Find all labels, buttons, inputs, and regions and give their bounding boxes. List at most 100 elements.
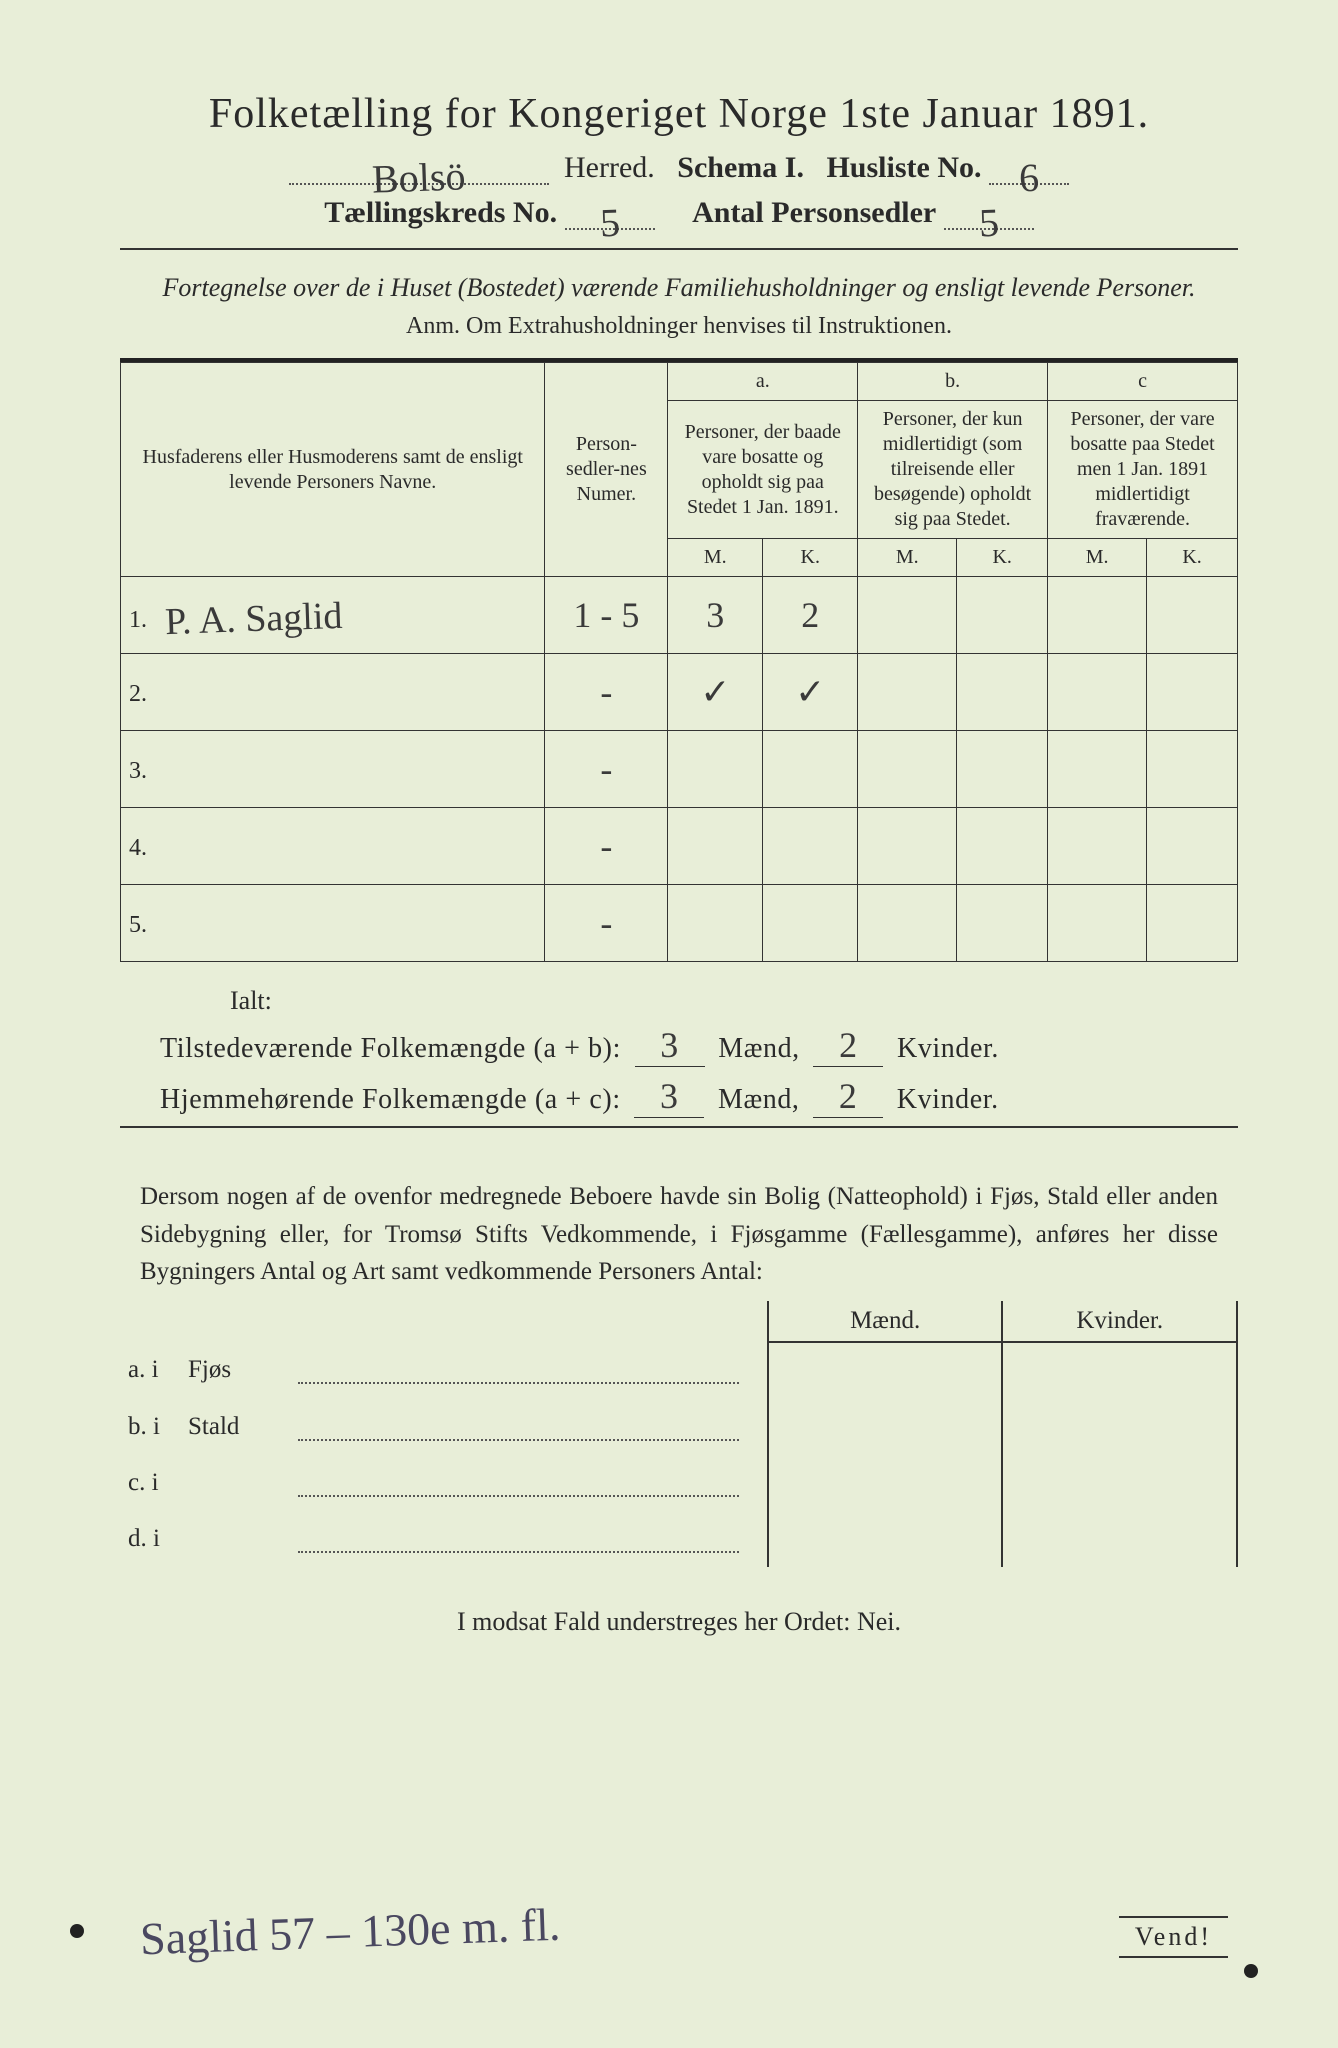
side-row-kvinder: [1002, 1399, 1237, 1455]
husliste-label: Husliste No.: [826, 151, 981, 184]
col-num-header: Person-sedler-nes Numer.: [545, 363, 668, 577]
side-row-maend: [768, 1511, 1003, 1567]
side-row-label: c. i: [120, 1455, 768, 1511]
row-b-m: [858, 577, 957, 654]
row-c-m: [1048, 808, 1147, 885]
herred-value: Bolsö: [372, 152, 467, 202]
col-b-header: Personer, der kun midlertidigt (som tilr…: [858, 401, 1048, 539]
side-building-table: Mænd. Kvinder. a. iFjøsb. iStaldc. id. i: [120, 1301, 1238, 1567]
row-b-m: [858, 654, 957, 731]
divider: [120, 248, 1238, 250]
side-row: b. iStald: [120, 1399, 1237, 1455]
row-b-k: [957, 731, 1048, 808]
row-num: -: [545, 731, 668, 808]
row-num: -: [545, 808, 668, 885]
row-name: 3.: [121, 731, 545, 808]
col-a-m: M.: [668, 539, 763, 577]
total2-label: Hjemmehørende Folkemængde (a + c):: [160, 1084, 621, 1115]
row-c-k: [1147, 808, 1238, 885]
maend-label-2: Mænd,: [718, 1084, 800, 1115]
col-c-top: c: [1048, 363, 1238, 401]
nei-text: I modsat Fald understreges her Ordet: Ne…: [457, 1607, 901, 1636]
personsedler-label: Antal Personsedler: [692, 196, 936, 229]
side-row-label: b. iStald: [120, 1399, 768, 1455]
page-title: Folketælling for Kongeriget Norge 1ste J…: [120, 90, 1238, 138]
table-row: 2. -✓✓: [121, 654, 1238, 731]
col-a-k: K.: [763, 539, 858, 577]
total2-k: 2: [839, 1076, 858, 1116]
kvinder-label-2: Kvinder.: [897, 1084, 999, 1115]
personsedler-no: 5: [978, 199, 1000, 247]
row-b-k: [957, 577, 1048, 654]
row-c-k: [1147, 731, 1238, 808]
col-c-k: K.: [1147, 539, 1238, 577]
row-a-k: [763, 731, 858, 808]
kreds-no: 5: [599, 199, 621, 247]
table-row: 5. -: [121, 885, 1238, 962]
anm-text: Anm. Om Extrahusholdninger henvises til …: [120, 313, 1238, 340]
row-c-k: [1147, 577, 1238, 654]
side-row: a. iFjøs: [120, 1342, 1237, 1399]
col-b-top: b.: [858, 363, 1048, 401]
total2-m: 3: [660, 1076, 679, 1116]
side-kvinder-header: Kvinder.: [1002, 1301, 1237, 1342]
side-row-kvinder: [1002, 1511, 1237, 1567]
row-b-k: [957, 654, 1048, 731]
table-row: 4. -: [121, 808, 1238, 885]
header-line-1: Bolsö Herred. Schema I. Husliste No. 6: [120, 150, 1238, 185]
col-b-k: K.: [957, 539, 1048, 577]
col-c-m: M.: [1048, 539, 1147, 577]
total-line-1: Tilstedeværende Folkemængde (a + b): 3 M…: [160, 1024, 1238, 1067]
row-b-k: [957, 808, 1048, 885]
ialt-label: Ialt:: [230, 986, 1238, 1016]
row-a-k: [763, 808, 858, 885]
row-name: 1. P. A. Saglid: [121, 577, 545, 654]
row-a-m: ✓: [668, 654, 763, 731]
row-name: 5.: [121, 885, 545, 962]
side-maend-header: Mænd.: [768, 1301, 1003, 1342]
total1-k: 2: [839, 1025, 858, 1065]
row-num: 1 - 5: [545, 577, 668, 654]
side-row-label: a. iFjøs: [120, 1342, 768, 1399]
kreds-label: Tællingskreds No.: [324, 196, 557, 229]
punch-mark-right: [1244, 1964, 1258, 1978]
col-a-top: a.: [668, 363, 858, 401]
row-c-m: [1048, 577, 1147, 654]
side-row: d. i: [120, 1511, 1237, 1567]
row-num: -: [545, 654, 668, 731]
vend-label: Vend!: [1119, 1916, 1228, 1958]
dersom-text: Dersom nogen af de ovenfor medregnede Be…: [140, 1178, 1218, 1291]
row-b-k: [957, 885, 1048, 962]
total1-label: Tilstedeværende Folkemængde (a + b):: [160, 1033, 621, 1064]
side-row-maend: [768, 1399, 1003, 1455]
side-row-kvinder: [1002, 1455, 1237, 1511]
header-line-2: Tællingskreds No. 5 Antal Personsedler 5: [120, 195, 1238, 230]
fortegnelse-text: Fortegnelse over de i Huset (Bostedet) v…: [160, 270, 1198, 305]
schema-label: Schema I.: [677, 151, 804, 184]
footnote-handwritten: Saglid 57 – 130e m. fl.: [139, 1898, 561, 1966]
row-a-k: [763, 885, 858, 962]
row-name: 4.: [121, 808, 545, 885]
side-row: c. i: [120, 1455, 1237, 1511]
row-num: -: [545, 885, 668, 962]
row-a-k: ✓: [763, 654, 858, 731]
row-c-k: [1147, 885, 1238, 962]
row-b-m: [858, 731, 957, 808]
maend-label: Mænd,: [718, 1033, 800, 1064]
row-c-m: [1048, 731, 1147, 808]
row-b-m: [858, 808, 957, 885]
total-line-2: Hjemmehørende Folkemængde (a + c): 3 Mæn…: [160, 1075, 1238, 1118]
household-table: Husfaderens eller Husmoderens samt de en…: [120, 362, 1238, 962]
row-b-m: [858, 885, 957, 962]
row-a-m: [668, 885, 763, 962]
col-name-header: Husfaderens eller Husmoderens samt de en…: [121, 363, 545, 577]
side-row-maend: [768, 1455, 1003, 1511]
row-c-k: [1147, 654, 1238, 731]
table-row: 3. -: [121, 731, 1238, 808]
row-name: 2.: [121, 654, 545, 731]
row-c-m: [1048, 654, 1147, 731]
col-b-m: M.: [858, 539, 957, 577]
col-a-header: Personer, der baade vare bosatte og opho…: [668, 401, 858, 539]
kvinder-label: Kvinder.: [897, 1033, 999, 1064]
row-c-m: [1048, 885, 1147, 962]
